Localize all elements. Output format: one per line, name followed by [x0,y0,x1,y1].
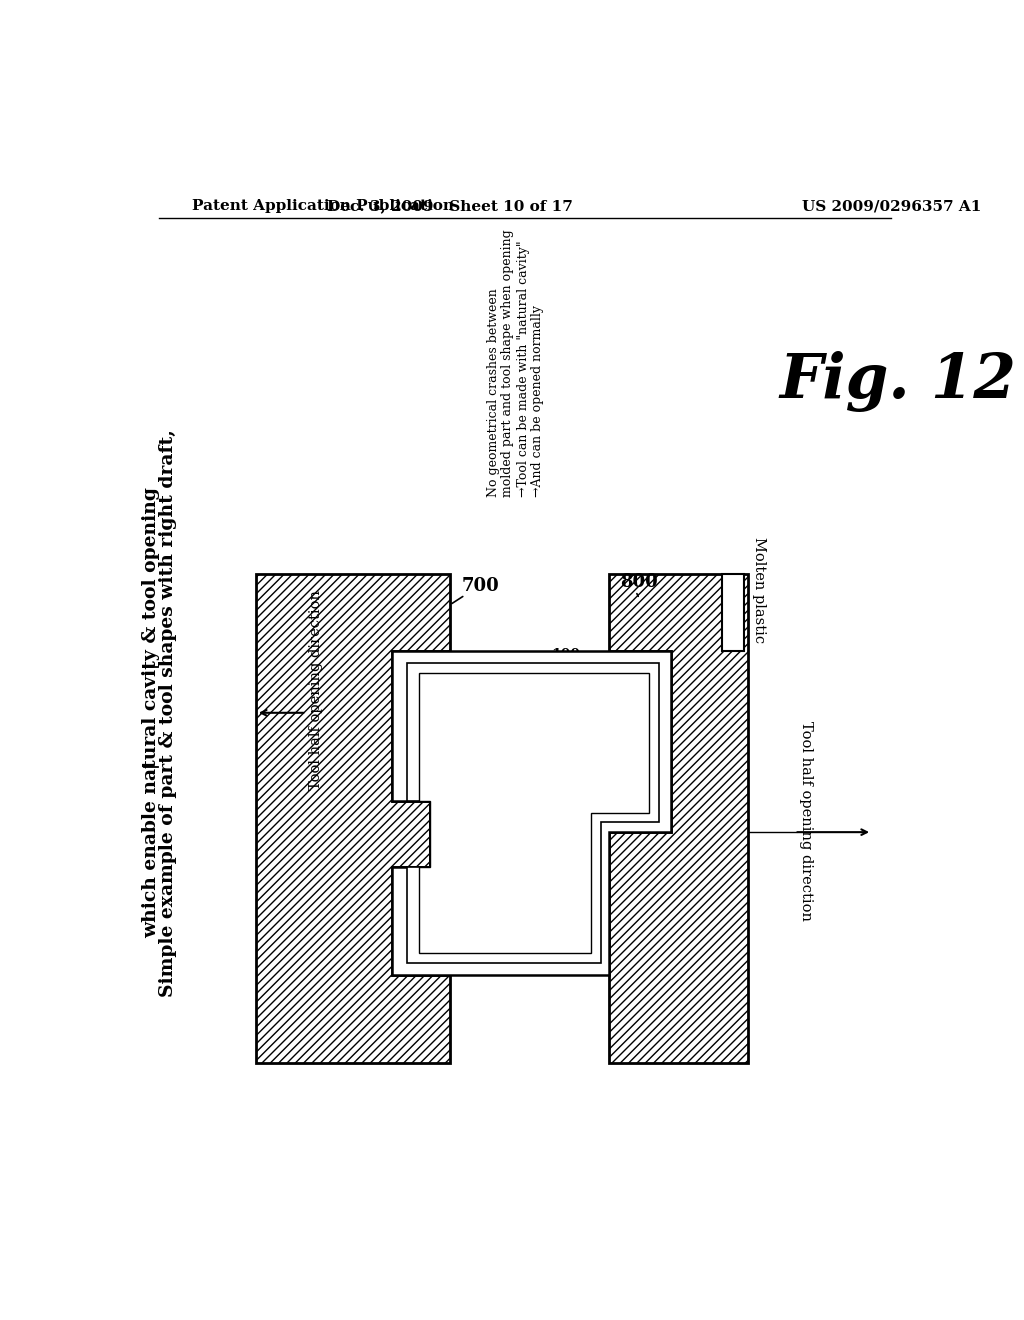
Text: Dec. 3, 2009   Sheet 10 of 17: Dec. 3, 2009 Sheet 10 of 17 [327,199,572,213]
Polygon shape [391,651,671,974]
Text: Patent Application Publication: Patent Application Publication [191,199,454,213]
Polygon shape [722,574,744,651]
Polygon shape [407,663,658,964]
Text: Molten plastic: Molten plastic [752,536,766,643]
Polygon shape [256,574,450,1063]
Text: Simple example of part & tool shapes with right draft,: Simple example of part & tool shapes wit… [160,429,177,997]
Polygon shape [419,673,649,953]
Text: Molded part: Molded part [452,820,564,837]
Text: Fig. 12: Fig. 12 [779,351,1016,412]
Text: 700: 700 [461,577,499,595]
Text: which enable natural cavity & tool opening: which enable natural cavity & tool openi… [142,487,160,939]
Text: US 2009/0296357 A1: US 2009/0296357 A1 [802,199,982,213]
Text: 800: 800 [621,573,657,591]
Text: Tool half opening direction: Tool half opening direction [308,590,323,789]
Text: No geometrical crashes between
molded part and tool shape when opening
→Tool can: No geometrical crashes between molded pa… [486,230,545,498]
Text: 100: 100 [551,648,581,663]
Text: Tool half opening direction: Tool half opening direction [799,721,813,920]
Polygon shape [608,574,748,1063]
Text: 200: 200 [551,660,580,673]
